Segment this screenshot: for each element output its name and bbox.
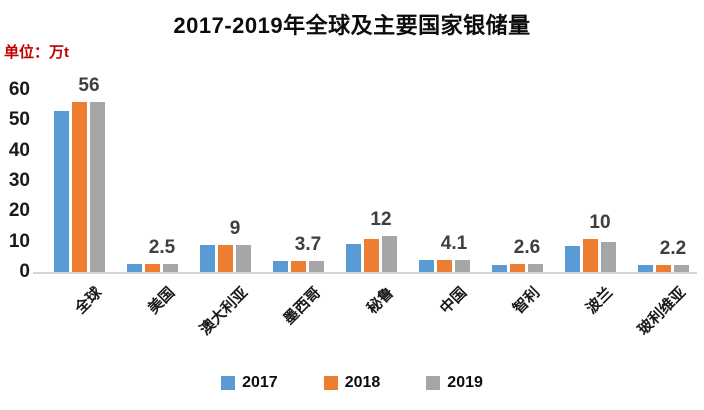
legend: 2017 2018 2019 <box>0 374 704 392</box>
y-axis-tick-label: 0 <box>19 261 30 282</box>
x-axis-category-label: 澳大利亚 <box>196 284 252 339</box>
y-axis-tick-label: 20 <box>8 200 30 222</box>
x-axis-category-label: 玻利维亚 <box>634 284 690 339</box>
data-label: 2.6 <box>513 237 541 259</box>
data-label: 2.5 <box>148 237 176 259</box>
x-axis-category-label: 波兰 <box>582 284 617 318</box>
bar-2017 <box>637 265 653 272</box>
bar-2019 <box>673 265 689 272</box>
y-axis-tick-label: 40 <box>8 139 30 161</box>
bar-2019 <box>308 260 324 272</box>
bar-2019 <box>527 264 543 272</box>
bar-2017 <box>126 264 142 272</box>
x-axis-category-label: 墨西哥 <box>280 284 325 328</box>
bar-2019 <box>235 244 251 272</box>
legend-swatch-icon <box>221 376 236 390</box>
bar-2018 <box>582 238 598 272</box>
data-label: 4.1 <box>440 232 468 254</box>
bar-2017 <box>272 260 288 272</box>
y-axis-tick-label: 60 <box>8 79 30 100</box>
x-axis-category-label: 秘鲁 <box>363 284 398 318</box>
x-axis-line <box>33 272 697 274</box>
data-label: 9 <box>229 217 241 239</box>
legend-item-2017: 2017 <box>221 374 278 392</box>
bar-2018 <box>655 265 671 272</box>
legend-label: 2017 <box>242 374 278 391</box>
bar-2019 <box>600 241 616 272</box>
bar-2018 <box>144 264 160 272</box>
bar-2018 <box>509 264 525 272</box>
bar-2018 <box>363 238 379 272</box>
unit-label: 单位：万t <box>4 44 69 61</box>
legend-item-2018: 2018 <box>323 374 381 392</box>
data-label: 3.7 <box>294 233 322 255</box>
data-label: 10 <box>589 211 611 233</box>
bar-2018 <box>217 244 233 272</box>
x-axis-category-label: 智利 <box>509 284 544 318</box>
bar-2017 <box>53 111 69 272</box>
bar-2018 <box>290 260 306 272</box>
bar-2017 <box>345 243 361 272</box>
bar-2017 <box>564 246 580 272</box>
bar-2019 <box>381 235 397 272</box>
data-label: 12 <box>370 208 392 230</box>
x-axis-category-label: 全球 <box>71 284 106 318</box>
y-axis-tick-label: 50 <box>8 109 30 131</box>
legend-item-2019: 2019 <box>426 374 483 392</box>
bar-2018 <box>436 259 452 272</box>
bar-2018 <box>71 102 87 272</box>
bar-2019 <box>89 102 105 272</box>
bar-2019 <box>162 264 178 272</box>
x-axis-category-label: 美国 <box>144 284 179 318</box>
legend-label: 2018 <box>344 374 381 391</box>
bar-2017 <box>418 260 434 272</box>
legend-swatch-icon <box>426 376 441 390</box>
bar-2017 <box>491 264 507 272</box>
legend-swatch-icon <box>323 376 338 390</box>
bar-2017 <box>199 244 215 272</box>
data-label: 2.2 <box>659 238 687 260</box>
legend-label: 2019 <box>447 374 483 391</box>
chart-title: 2017-2019年全球及主要国家银储量 <box>173 13 531 38</box>
y-axis-tick-label: 10 <box>8 230 30 252</box>
data-label: 56 <box>78 75 100 97</box>
bar-2019 <box>454 259 470 272</box>
x-axis-category-label: 中国 <box>436 284 471 318</box>
y-axis-tick-label: 30 <box>8 170 30 191</box>
